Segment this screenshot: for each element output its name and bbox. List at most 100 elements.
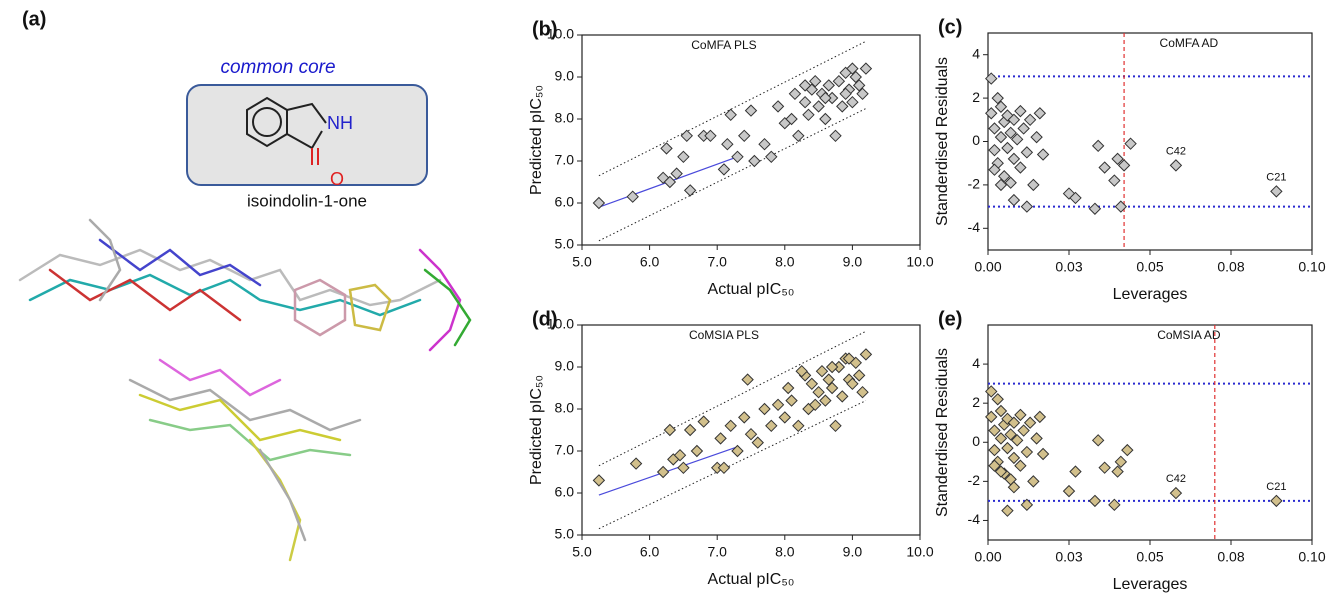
point-annotation: C42 — [1166, 473, 1186, 485]
data-point — [989, 425, 1000, 436]
x-tick-label: 9.0 — [843, 544, 863, 560]
data-point — [749, 156, 760, 167]
data-point — [854, 370, 865, 381]
plot-title: CoMSIA PLS — [689, 328, 759, 342]
data-point — [833, 76, 844, 87]
data-point — [1099, 162, 1110, 173]
x-tick-label: 0.00 — [974, 549, 1001, 565]
x-tick-label: 0.03 — [1055, 259, 1082, 275]
data-point — [732, 446, 743, 457]
data-point — [820, 395, 831, 406]
data-point — [1028, 476, 1039, 487]
y-tick-label: 0 — [972, 132, 980, 148]
x-axis-label: Leverages — [1113, 286, 1188, 303]
data-point — [658, 467, 669, 478]
y-tick-label: -2 — [968, 176, 981, 192]
data-point — [1038, 449, 1049, 460]
x-tick-label: 0.08 — [1217, 549, 1244, 565]
data-point — [1015, 409, 1026, 420]
data-point — [1064, 486, 1075, 497]
y-tick-label: 2 — [972, 89, 980, 105]
data-point — [1008, 195, 1019, 206]
data-point — [725, 109, 736, 120]
data-point — [1002, 505, 1013, 516]
data-point — [681, 130, 692, 141]
data-point — [1008, 452, 1019, 463]
data-point — [1021, 147, 1032, 158]
data-point — [786, 395, 797, 406]
data-point — [773, 399, 784, 410]
data-point — [793, 130, 804, 141]
y-tick-label: 8.0 — [555, 110, 575, 126]
data-point — [722, 139, 733, 150]
plot-title: CoMFA AD — [1160, 36, 1219, 50]
data-point — [718, 462, 729, 473]
data-point — [989, 145, 1000, 156]
data-point — [759, 404, 770, 415]
data-point — [1070, 466, 1081, 477]
data-point — [837, 391, 848, 402]
data-point — [631, 458, 642, 469]
data-point — [759, 139, 770, 150]
data-point — [823, 80, 834, 91]
data-point — [715, 433, 726, 444]
x-tick-label: 0.05 — [1136, 549, 1163, 565]
y-tick-label: 6.0 — [555, 194, 575, 210]
data-point — [813, 101, 824, 112]
x-tick-label: 0.08 — [1217, 259, 1244, 275]
data-point — [1038, 149, 1049, 160]
x-tick-label: 8.0 — [775, 544, 795, 560]
x-tick-label: 7.0 — [707, 254, 727, 270]
y-tick-label: 9.0 — [555, 358, 575, 374]
data-point — [827, 362, 838, 373]
data-point — [1093, 140, 1104, 151]
data-point — [860, 63, 871, 74]
data-point — [718, 164, 729, 175]
data-point — [1034, 411, 1045, 422]
data-point — [1018, 425, 1029, 436]
data-point — [779, 412, 790, 423]
data-point — [1271, 186, 1282, 197]
y-tick-label: -4 — [968, 219, 981, 235]
bound-line — [599, 41, 866, 175]
data-point — [1089, 495, 1100, 506]
data-point — [986, 73, 997, 84]
y-tick-label: 4 — [972, 355, 980, 371]
data-point — [593, 198, 604, 209]
atom-label: O — [330, 169, 344, 189]
y-tick-label: -4 — [968, 511, 981, 527]
data-point — [1002, 143, 1013, 154]
y-tick-label: 7.0 — [555, 442, 575, 458]
y-tick-label: 4 — [972, 45, 980, 61]
x-tick-label: 10.0 — [906, 544, 933, 560]
core-name: isoindolin-1-one — [247, 191, 367, 210]
data-point — [1028, 179, 1039, 190]
data-point — [1170, 160, 1181, 171]
data-point — [1170, 488, 1181, 499]
data-point — [1025, 114, 1036, 125]
data-point — [813, 387, 824, 398]
data-point — [732, 151, 743, 162]
data-point — [986, 411, 997, 422]
y-axis-label: Standerdised Residuals — [934, 348, 951, 517]
data-point — [1008, 153, 1019, 164]
y-tick-label: 0 — [972, 433, 980, 449]
data-point — [1031, 132, 1042, 143]
data-point — [1021, 447, 1032, 458]
x-axis-label: Leverages — [1113, 576, 1188, 593]
data-point — [860, 349, 871, 360]
data-point — [1018, 123, 1029, 134]
data-point — [664, 425, 675, 436]
data-point — [1115, 456, 1126, 467]
x-tick-label: 5.0 — [572, 544, 592, 560]
core-title: common core — [220, 57, 335, 78]
x-tick-label: 9.0 — [843, 254, 863, 270]
x-tick-label: 10.0 — [906, 254, 933, 270]
y-tick-label: 5.0 — [555, 236, 575, 252]
data-point — [1115, 201, 1126, 212]
data-point — [678, 151, 689, 162]
y-axis-label: Predicted pIC₅₀ — [528, 85, 545, 195]
y-tick-label: 10.0 — [547, 316, 574, 332]
y-axis-label: Predicted pIC₅₀ — [528, 375, 545, 485]
x-tick-label: 0.10 — [1298, 549, 1325, 565]
